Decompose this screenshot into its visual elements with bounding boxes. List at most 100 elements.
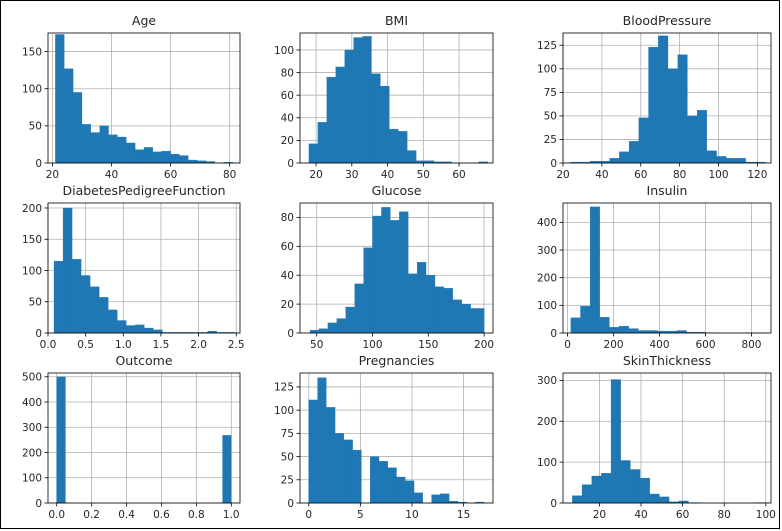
histogram-bar xyxy=(648,46,659,164)
histogram-glucose: 50 100 150 200 0 20 40 60 80 Glucose xyxy=(281,183,494,351)
y-tick-label: 25 xyxy=(281,475,294,487)
x-tick-label: 100 xyxy=(708,169,728,181)
histogram-bar xyxy=(390,220,400,334)
chart-title: Outcome xyxy=(115,353,172,368)
histogram-bar xyxy=(581,484,592,504)
y-tick-label: 80 xyxy=(281,212,294,224)
histogram-bar xyxy=(443,288,453,334)
axes-frame xyxy=(562,202,772,334)
y-tick-label: 50 xyxy=(29,121,42,133)
y-tick-label: 125 xyxy=(274,382,294,394)
histogram-bar xyxy=(99,297,109,334)
x-tick-label: 100 xyxy=(756,509,776,521)
histogram-bar xyxy=(90,286,100,334)
histogram-bar xyxy=(143,147,154,164)
histogram-bar xyxy=(619,151,630,164)
histogram-bar xyxy=(353,37,363,164)
histogram-bar xyxy=(53,260,64,334)
y-tick-label: 200 xyxy=(537,416,557,428)
histogram-bar xyxy=(134,149,145,164)
histogram-bar xyxy=(354,283,364,334)
histogram-bar xyxy=(336,318,346,334)
histogram-bar xyxy=(677,54,688,164)
x-tick-label: 1.5 xyxy=(153,339,170,351)
histogram-bar xyxy=(609,327,620,334)
y-tick-label: 50 xyxy=(29,297,42,309)
histogram-bar xyxy=(363,247,373,334)
histogram-bar xyxy=(570,317,581,334)
x-tick-label: 0 xyxy=(564,339,571,351)
histogram-bar xyxy=(126,325,136,334)
y-tick-label: 0 xyxy=(287,158,294,170)
x-tick-label: 120 xyxy=(747,169,767,181)
histogram-bar xyxy=(222,435,232,504)
histogram-insulin: 0 200 400 600 800 0 100 200 300 400 Insulin xyxy=(537,183,772,351)
histogram-bar xyxy=(343,439,353,504)
histogram-bmi: 20 30 40 50 60 0 20 40 60 80 100 BMI xyxy=(274,13,494,181)
y-tick-label: 80 xyxy=(281,67,294,79)
histogram-bar xyxy=(318,328,329,334)
histogram-bar xyxy=(326,76,336,164)
histogram-bar xyxy=(345,306,355,334)
histogram-bar xyxy=(687,115,698,164)
histogram-bar xyxy=(378,461,388,504)
histogram-bar xyxy=(667,68,678,164)
chart-title: Insulin xyxy=(647,183,688,198)
y-tick-label: 25 xyxy=(544,134,557,146)
histogram-bar xyxy=(407,150,417,164)
histogram-bar xyxy=(117,320,127,334)
x-tick-label: 200 xyxy=(604,339,624,351)
histogram-bar xyxy=(580,306,591,334)
x-tick-label: 40 xyxy=(105,169,118,181)
x-tick-label: 60 xyxy=(676,509,689,521)
x-tick-label: 20 xyxy=(593,509,606,521)
histogram-bar xyxy=(396,476,406,504)
y-tick-label: 100 xyxy=(274,405,294,417)
histogram-bar xyxy=(72,92,83,164)
histogram-bar xyxy=(309,329,320,334)
chart-title: Pregnancies xyxy=(359,353,435,368)
y-tick-label: 50 xyxy=(544,111,557,123)
chart-title: Age xyxy=(132,13,156,28)
x-tick-label: 600 xyxy=(695,339,715,351)
x-tick-label: 40 xyxy=(381,169,394,181)
histogram-bar xyxy=(135,324,145,334)
histogram-age: 20 40 60 80 0 50 100 150 Age xyxy=(22,13,241,181)
histogram-outcome: 0.0 0.2 0.4 0.6 0.8 1.0 0 100 200 300 400 500 Outcom… xyxy=(22,353,241,521)
histogram-bar xyxy=(630,469,641,504)
x-tick-label: 2.5 xyxy=(228,339,245,351)
y-tick-label: 200 xyxy=(22,447,42,459)
histogram-bar xyxy=(308,399,318,504)
histogram-bar xyxy=(126,142,136,164)
chart-title: BloodPressure xyxy=(623,13,712,28)
y-tick-label: 60 xyxy=(281,241,294,253)
x-tick-label: 50 xyxy=(310,339,323,351)
histogram-bar xyxy=(416,262,427,334)
histogram-bar xyxy=(381,207,391,334)
x-tick-label: 80 xyxy=(718,509,731,521)
y-tick-label: 300 xyxy=(22,422,42,434)
histogram-bar xyxy=(628,141,639,164)
axes-frame xyxy=(299,202,494,334)
histogram-bar xyxy=(461,303,471,334)
y-tick-label: 200 xyxy=(22,203,42,215)
axes-frame xyxy=(299,32,494,164)
histogram-bar xyxy=(696,110,708,164)
x-tick-label: 0.8 xyxy=(188,509,205,521)
x-tick-label: 400 xyxy=(650,339,670,351)
x-tick-label: 60 xyxy=(164,169,177,181)
y-tick-label: 0 xyxy=(287,328,294,340)
x-tick-label: 0.5 xyxy=(77,339,94,351)
histogram-bar xyxy=(609,158,620,164)
y-tick-label: 20 xyxy=(281,299,294,311)
histogram-bar xyxy=(639,477,650,504)
x-tick-label: 0.0 xyxy=(48,509,65,521)
histogram-bar xyxy=(380,85,390,164)
histogram-bar xyxy=(452,299,462,334)
y-tick-label: 100 xyxy=(537,300,557,312)
y-tick-label: 125 xyxy=(537,40,557,52)
histogram-bar xyxy=(371,73,381,164)
x-tick-label: 10 xyxy=(405,509,418,521)
histogram-bar xyxy=(618,325,629,334)
